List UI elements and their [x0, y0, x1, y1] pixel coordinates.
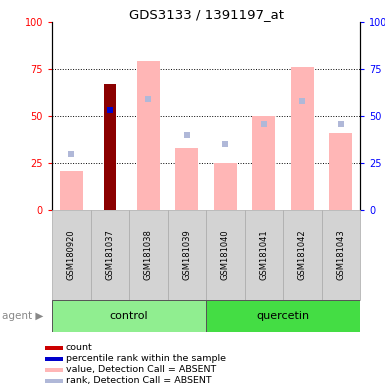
Bar — [283, 210, 321, 300]
Text: rank, Detection Call = ABSENT: rank, Detection Call = ABSENT — [66, 376, 211, 384]
Bar — [104, 84, 115, 210]
Bar — [45, 357, 63, 361]
Bar — [60, 170, 83, 210]
Bar — [45, 379, 63, 383]
Text: count: count — [66, 343, 93, 353]
Bar — [45, 368, 63, 372]
Text: value, Detection Call = ABSENT: value, Detection Call = ABSENT — [66, 366, 216, 374]
Text: GSM181042: GSM181042 — [298, 230, 307, 280]
Bar — [52, 210, 90, 300]
Text: quercetin: quercetin — [256, 311, 310, 321]
Bar — [329, 133, 352, 210]
Bar — [291, 67, 314, 210]
Text: control: control — [110, 311, 148, 321]
Text: GSM181037: GSM181037 — [105, 230, 114, 280]
Text: GSM181041: GSM181041 — [259, 230, 268, 280]
Bar — [175, 148, 198, 210]
Bar — [137, 61, 160, 210]
Text: GSM180920: GSM180920 — [67, 230, 76, 280]
Text: GSM181040: GSM181040 — [221, 230, 230, 280]
Bar — [321, 210, 360, 300]
Text: percentile rank within the sample: percentile rank within the sample — [66, 354, 226, 363]
Bar — [90, 210, 129, 300]
Bar — [45, 346, 63, 350]
Text: agent ▶: agent ▶ — [2, 311, 43, 321]
Bar — [206, 210, 244, 300]
Bar — [244, 210, 283, 300]
Bar — [214, 163, 237, 210]
Bar — [206, 300, 360, 332]
Bar — [252, 116, 275, 210]
Text: GSM181038: GSM181038 — [144, 230, 153, 280]
Text: GSM181043: GSM181043 — [336, 230, 345, 280]
Text: GSM181039: GSM181039 — [182, 230, 191, 280]
Bar — [52, 300, 206, 332]
Bar — [167, 210, 206, 300]
Bar — [129, 210, 167, 300]
Title: GDS3133 / 1391197_at: GDS3133 / 1391197_at — [129, 8, 283, 21]
